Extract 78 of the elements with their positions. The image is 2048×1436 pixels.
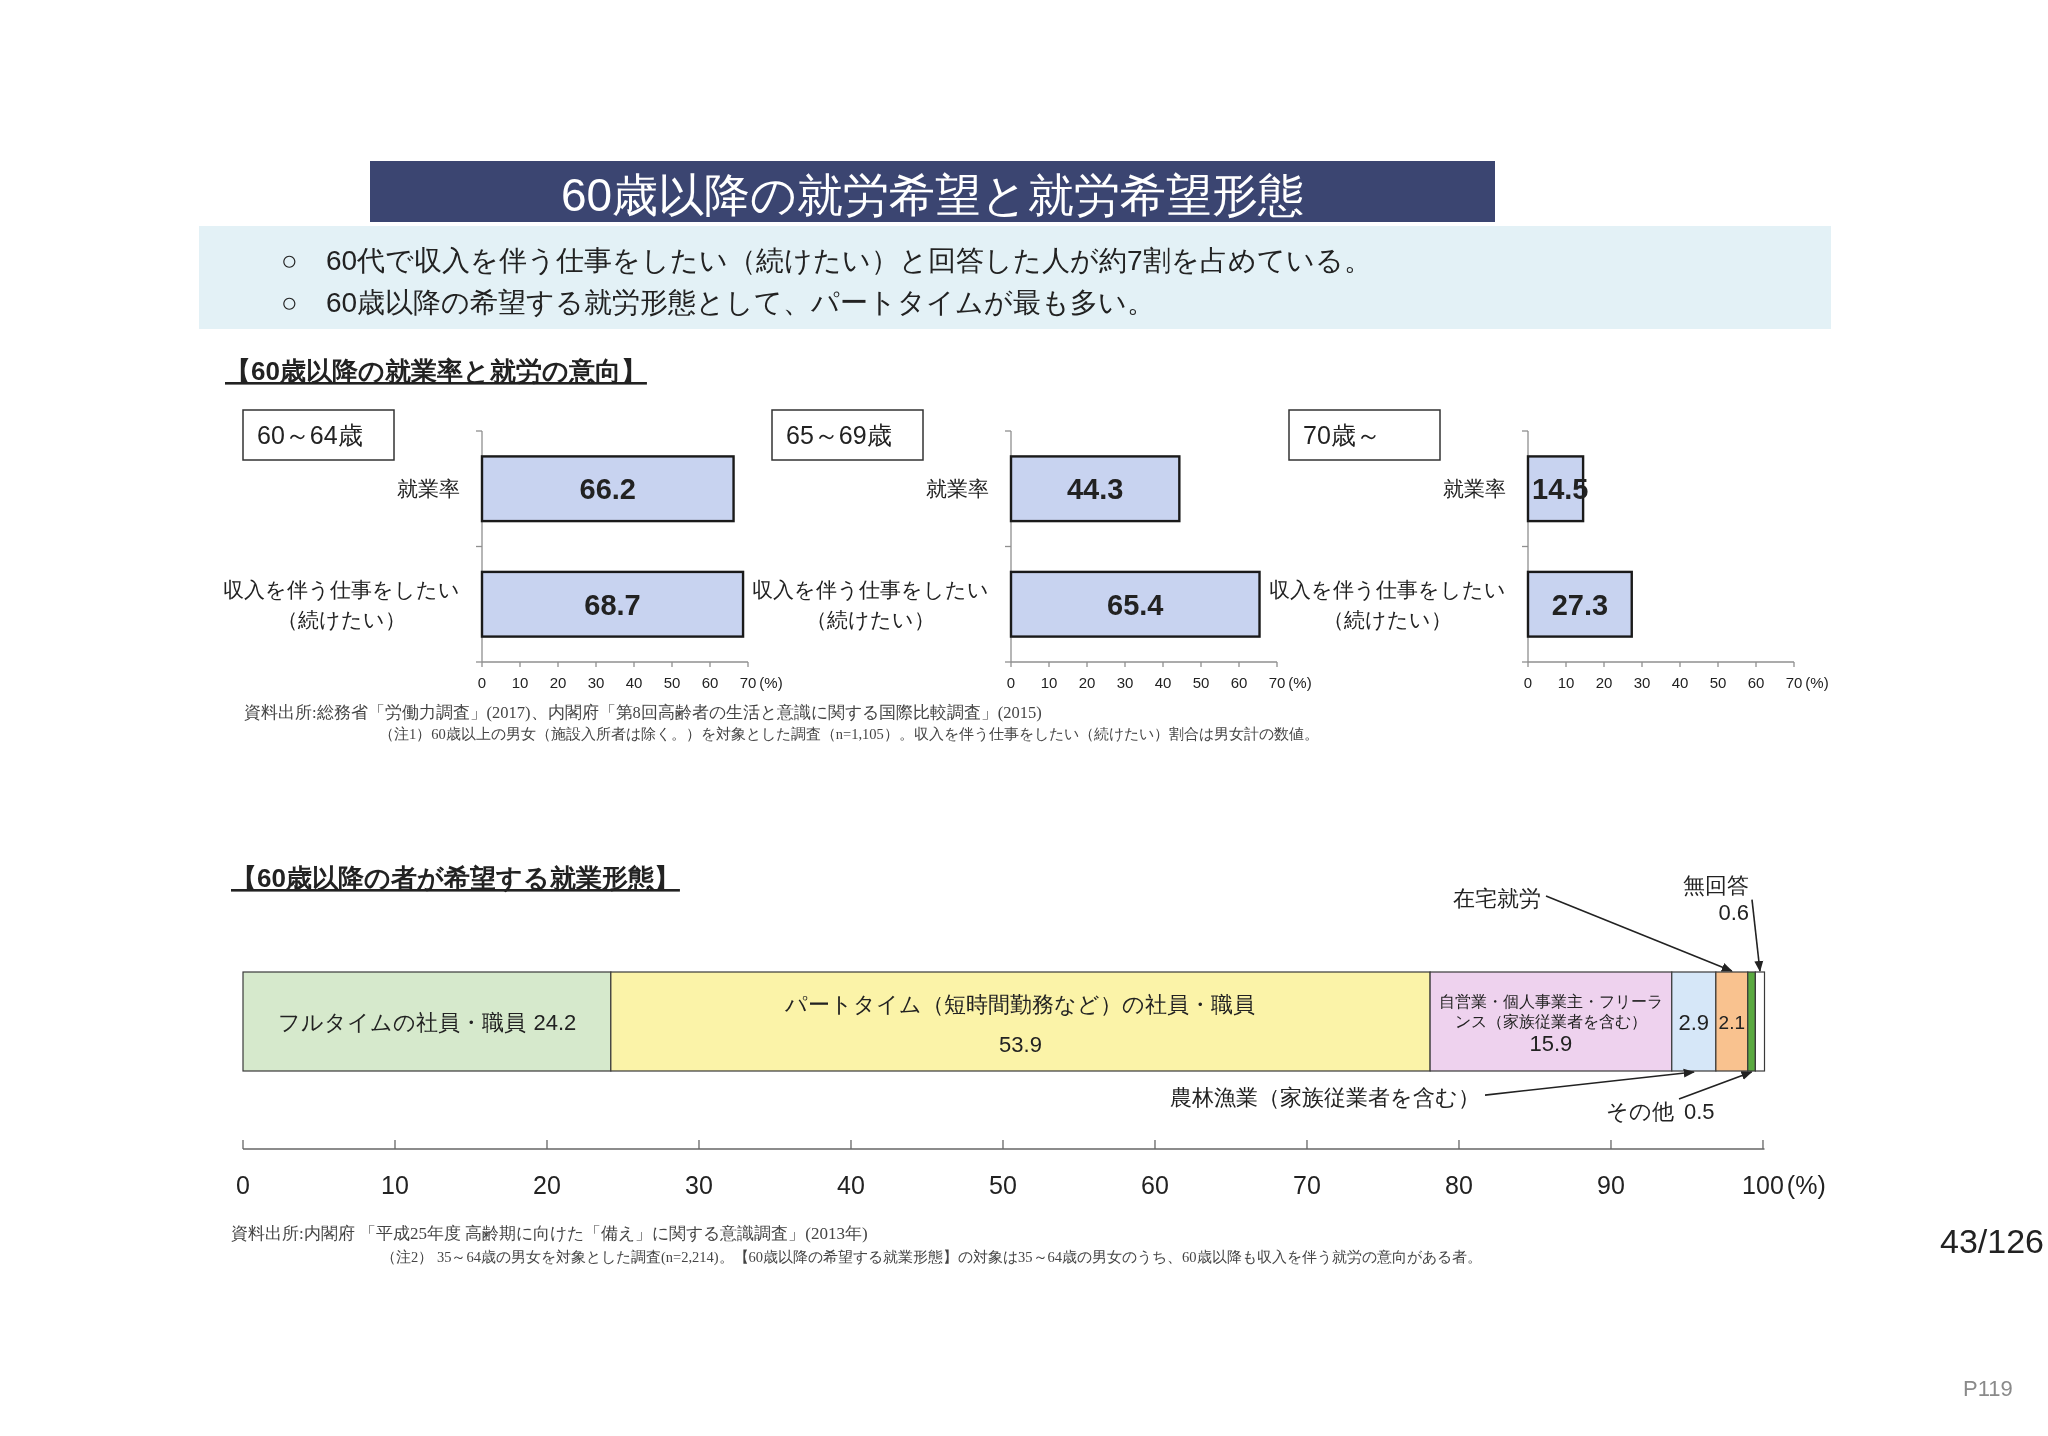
x-tick-label: 0 bbox=[1006, 674, 1016, 691]
x-tick-label: 40 bbox=[837, 1171, 865, 1199]
x-tick-label: 40 bbox=[625, 674, 643, 691]
x-tick-label: 40 bbox=[1671, 674, 1689, 691]
data-label: 15.9 bbox=[1529, 1030, 1573, 1056]
y-tick-label: 就業率 bbox=[926, 477, 989, 501]
text: 資料出所:総務省「労働力調査」(2017)、内閣府「第8回高齢者の生活と意識に関する国際比較調査」(2015) bbox=[244, 703, 1042, 722]
text: P119 bbox=[1963, 1376, 2013, 1401]
x-tick-label: 30 bbox=[1633, 674, 1651, 691]
y-tick-label: 収入を伴う仕事をしたい（続けたい） bbox=[1269, 577, 1506, 631]
y-tick-label: 就業率 bbox=[397, 477, 460, 501]
chart-title: 65～69歳 bbox=[786, 421, 892, 449]
data-label: 68.7 bbox=[584, 588, 641, 621]
chart-title: 【60歳以降の者が希望する就業形態】 bbox=[231, 863, 680, 893]
x-tick-label: 100 bbox=[1742, 1171, 1784, 1199]
x-axis-title: (%) bbox=[1786, 1171, 1826, 1199]
text: 【60歳以降の就業率と就労の意向】 bbox=[225, 356, 647, 386]
x-tick-label: 50 bbox=[1709, 674, 1727, 691]
data-label: 0.5 bbox=[1684, 1099, 1715, 1124]
x-tick-label: 0 bbox=[1523, 674, 1533, 691]
x-tick-label: 20 bbox=[549, 674, 567, 691]
x-tick-label: 70 bbox=[1785, 674, 1803, 691]
x-tick-label: 20 bbox=[1078, 674, 1096, 691]
data-label: 44.3 bbox=[1066, 473, 1124, 506]
x-tick-label: 60 bbox=[1747, 674, 1765, 691]
series-label: 自営業・個人事業主・フリーランス（家族従業者を含む） bbox=[1438, 992, 1663, 1030]
x-tick-label: 70 bbox=[739, 674, 757, 691]
text: （注2） 35～64歳の男女を対象とした調査(n=2,214)。【60歳以降の希望する就業形態】の対象は35～64歳の男女のうち、60歳以降も収入を伴う就労の意向がある者。 bbox=[381, 1249, 1482, 1266]
x-tick-label: 10 bbox=[511, 674, 529, 691]
data-label: 65.4 bbox=[1107, 588, 1164, 621]
x-tick-label: 50 bbox=[1192, 674, 1210, 691]
x-tick-label: 60 bbox=[701, 674, 719, 691]
x-axis-title: (%) bbox=[1805, 674, 1829, 691]
x-tick-label: 60 bbox=[1141, 1171, 1169, 1199]
chart-title: 60～64歳 bbox=[257, 421, 363, 449]
text: 資料出所:内閣府 「平成25年度 高齢期に向けた「備え」に関する意識調査」(2013年) bbox=[231, 1224, 868, 1243]
x-axis-title: (%) bbox=[759, 674, 783, 691]
x-tick-label: 10 bbox=[1557, 674, 1575, 691]
x-tick-label: 10 bbox=[1040, 674, 1058, 691]
data-label: 2.9 bbox=[1678, 1009, 1710, 1035]
x-tick-label: 0 bbox=[477, 674, 487, 691]
y-tick-label: 収入を伴う仕事をしたい（続けたい） bbox=[223, 577, 460, 631]
x-tick-label: 0 bbox=[236, 1171, 250, 1199]
x-tick-label: 10 bbox=[381, 1171, 409, 1199]
x-axis-title: (%) bbox=[1288, 674, 1312, 691]
x-tick-label: 30 bbox=[587, 674, 605, 691]
data-label: 0.6 bbox=[1718, 900, 1749, 925]
x-tick-label: 50 bbox=[989, 1171, 1017, 1199]
x-tick-label: 70 bbox=[1268, 674, 1286, 691]
y-tick-label: 就業率 bbox=[1443, 477, 1506, 501]
text: ○ 60代で収入を伴う仕事をしたい（続けたい）と回答した人が約7割を占めている。 bbox=[281, 245, 1372, 276]
data-label: 53.9 bbox=[999, 1031, 1042, 1057]
text: 在宅就労 bbox=[1453, 886, 1541, 911]
text: 無回答 bbox=[1683, 873, 1749, 898]
x-tick-label: 50 bbox=[663, 674, 681, 691]
series-label: パートタイム（短時間勤務など）の社員・職員 bbox=[784, 991, 1256, 1017]
text: 60歳以降の就労希望と就労希望形態 bbox=[560, 169, 1305, 221]
data-label: 24.2 bbox=[533, 1009, 577, 1035]
data-label: 2.1 bbox=[1718, 1011, 1746, 1033]
x-tick-label: 90 bbox=[1597, 1171, 1625, 1199]
x-tick-label: 60 bbox=[1230, 674, 1248, 691]
text: 43/126 bbox=[1940, 1222, 2044, 1260]
data-label: 27.3 bbox=[1551, 588, 1609, 621]
x-tick-label: 30 bbox=[685, 1171, 713, 1199]
x-tick-label: 70 bbox=[1293, 1171, 1321, 1199]
y-tick-label: 収入を伴う仕事をしたい（続けたい） bbox=[752, 577, 989, 631]
text: ○ 60歳以降の希望する就労形態として、パートタイムが最も多い。 bbox=[281, 287, 1156, 318]
text: 農林漁業（家族従業者を含む） bbox=[1170, 1085, 1480, 1110]
text: （注1）60歳以上の男女（施設入所者は除く。）を対象とした調査（n=1,105）。収入を伴う仕事をしたい（続けたい）割合は男女計の数値。 bbox=[379, 726, 1319, 742]
series-label: フルタイムの社員・職員 bbox=[277, 1009, 526, 1035]
x-tick-label: 30 bbox=[1116, 674, 1134, 691]
chart-title: 70歳～ bbox=[1303, 421, 1381, 449]
x-tick-label: 20 bbox=[533, 1171, 561, 1199]
data-label: 66.2 bbox=[579, 473, 637, 506]
x-tick-label: 20 bbox=[1595, 674, 1613, 691]
x-tick-label: 40 bbox=[1154, 674, 1172, 691]
x-tick-label: 80 bbox=[1445, 1171, 1473, 1199]
text: その他 bbox=[1606, 1099, 1674, 1124]
